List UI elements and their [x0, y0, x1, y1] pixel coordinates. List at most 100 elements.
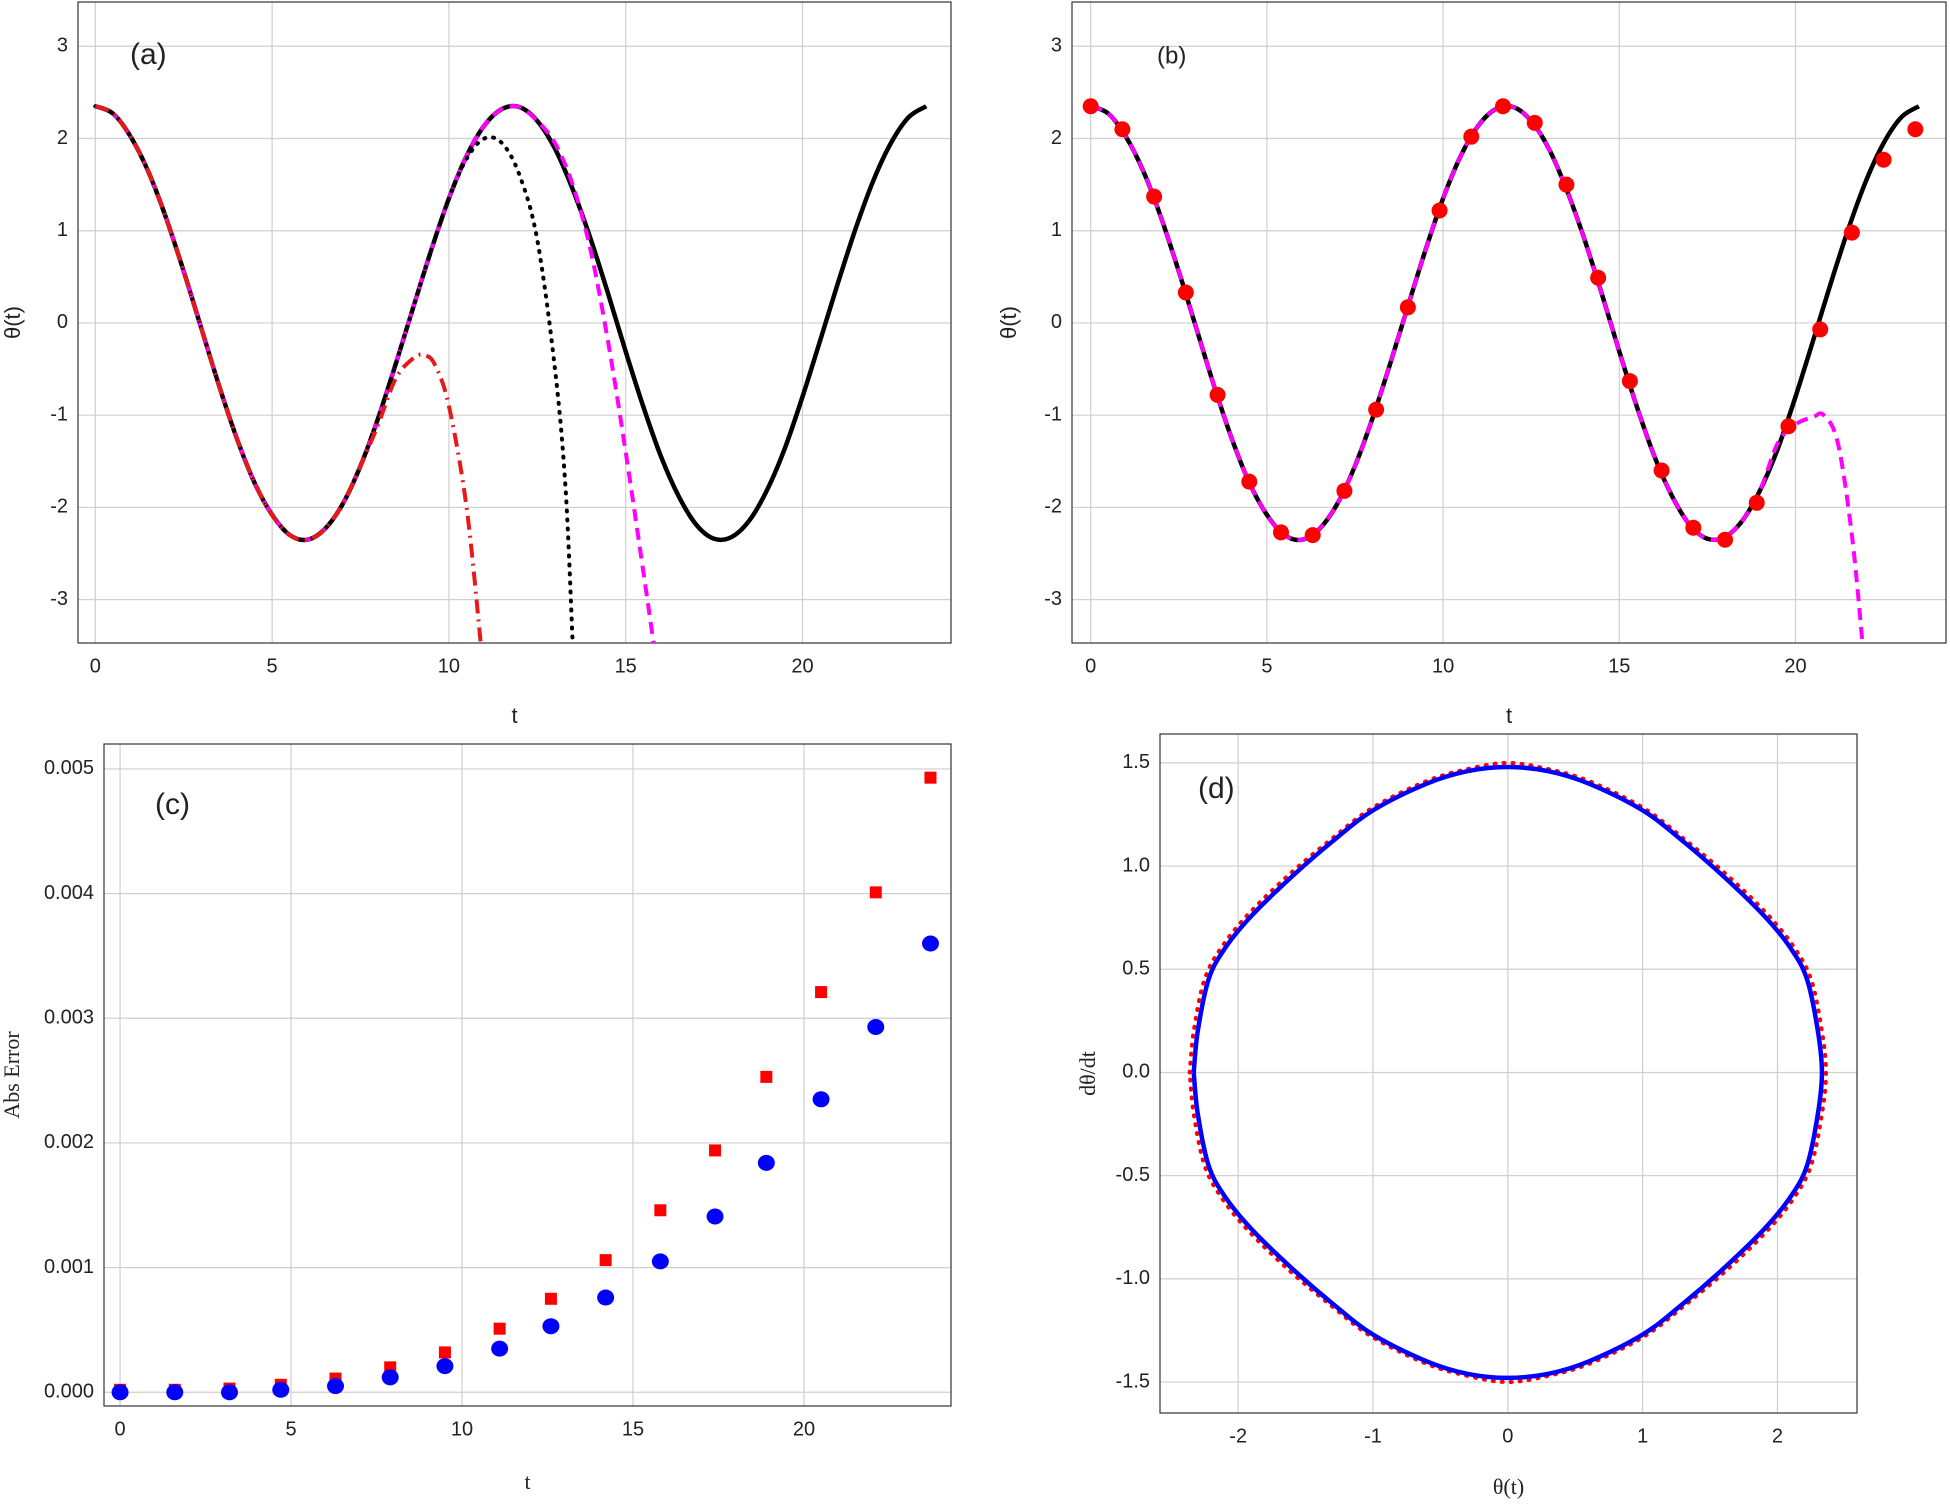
point [1558, 176, 1575, 193]
point [706, 1208, 724, 1225]
line [1191, 764, 1825, 1381]
x-tick-label: 5 [285, 1418, 296, 1440]
point [1177, 284, 1194, 301]
y-tick-label: 0.005 [44, 757, 94, 779]
chart: 0 5 10 15 20 0.000 0.001 0.002 0.003 0.004 0.005 (c… [0, 743, 952, 1494]
y-tick-label: 0.003 [44, 1007, 94, 1029]
x-tick-label: 15 [622, 1418, 644, 1440]
plot-area [93, 103, 928, 643]
point [1526, 114, 1543, 131]
point [1685, 519, 1702, 536]
x-tick-label: 15 [615, 655, 637, 677]
x-tick-label: 0 [115, 1418, 126, 1440]
y-tick-label: 0 [57, 311, 68, 333]
x-tick-label: 5 [1261, 655, 1272, 677]
y-tick-label: 1 [1051, 219, 1062, 241]
chart: 0 5 10 15 20 -3 -2 -1 0 1 2 3 (a) t θ(t) [0, 1, 952, 728]
panel-label: (b) [1157, 42, 1186, 69]
y-tick-label: 0.001 [44, 1256, 94, 1278]
y-axis-label: θ(t) [996, 306, 1021, 339]
point [1082, 98, 1099, 115]
point [709, 1144, 722, 1157]
y-tick-label: -1.0 [1116, 1267, 1150, 1289]
y-tick-label: 1.5 [1122, 751, 1150, 773]
line [1187, 760, 1828, 1385]
point [166, 1384, 184, 1401]
point [1653, 462, 1670, 479]
point [1717, 531, 1734, 548]
plot-frame [77, 1, 952, 644]
y-axis-label: Abs Error [0, 1031, 24, 1119]
x-axis-label: θ(t) [1493, 1474, 1524, 1499]
x-tick-label: 10 [438, 655, 460, 677]
point [1780, 418, 1797, 435]
point [544, 1292, 557, 1305]
y-tick-label: 2 [1051, 127, 1062, 149]
y-tick-label: -2 [1044, 496, 1062, 518]
point [1843, 224, 1860, 241]
x-tick-label: 0 [1085, 655, 1096, 677]
point [1812, 321, 1829, 338]
point [597, 1289, 615, 1306]
y-tick-label: 3 [1051, 35, 1062, 57]
y-tick-label: -1.5 [1116, 1370, 1150, 1392]
x-tick-label: 20 [793, 1418, 815, 1440]
point [1495, 98, 1512, 115]
y-tick-label: 0.002 [44, 1131, 94, 1153]
y-tick-label: 2 [57, 127, 68, 149]
x-tick-label: 5 [267, 655, 278, 677]
panel-label: (d) [1198, 772, 1235, 805]
point [1463, 128, 1480, 145]
point [815, 986, 828, 999]
x-tick-label: 15 [1608, 655, 1630, 677]
y-tick-label: -2 [50, 496, 68, 518]
point [1399, 299, 1416, 316]
point [1114, 121, 1131, 138]
point [491, 1340, 509, 1357]
x-tick-label: 1 [1637, 1425, 1648, 1447]
point [812, 1091, 830, 1108]
y-axis-label: θ(t) [0, 306, 25, 339]
x-tick-label: -1 [1364, 1425, 1382, 1447]
y-tick-label: -0.5 [1116, 1164, 1150, 1186]
point [921, 935, 939, 952]
point [1431, 202, 1448, 219]
x-tick-label: 0 [1502, 1425, 1513, 1447]
point [867, 1019, 885, 1036]
x-tick-label: 10 [1432, 655, 1454, 677]
plot-area [1187, 760, 1828, 1385]
point [493, 1322, 506, 1335]
y-tick-label: 1 [57, 219, 68, 241]
line [94, 104, 483, 643]
x-tick-label: 10 [451, 1418, 473, 1440]
plot-frame [1071, 1, 1947, 644]
point [760, 1070, 773, 1083]
y-tick-label: -1 [1044, 403, 1062, 425]
y-axis-label: dθ/dt [1075, 1051, 1100, 1096]
line [93, 104, 575, 643]
point [757, 1154, 775, 1171]
x-axis-label: t [524, 1469, 530, 1494]
chart: -2 -1 0 1 2 -1.5 -1.0 -0.5 0.0 0.5 1.0 1.5 (d) θ(t) dθ… [1075, 733, 1858, 1499]
point [381, 1369, 399, 1386]
x-axis-label: t [511, 703, 517, 728]
point [1748, 494, 1765, 511]
point [1146, 188, 1163, 205]
y-tick-label: -3 [1044, 588, 1062, 610]
point [1209, 386, 1226, 403]
point [542, 1318, 560, 1335]
point [1304, 527, 1321, 544]
point [1368, 401, 1385, 418]
x-tick-label: 0 [90, 655, 101, 677]
line [1089, 104, 1865, 643]
point [1336, 482, 1353, 499]
y-tick-label: -1 [50, 403, 68, 425]
point [599, 1254, 612, 1267]
y-tick-label: 0.000 [44, 1381, 94, 1403]
y-tick-label: -3 [50, 588, 68, 610]
point [924, 771, 937, 784]
plot-frame [1159, 733, 1858, 1414]
point [1875, 151, 1892, 168]
